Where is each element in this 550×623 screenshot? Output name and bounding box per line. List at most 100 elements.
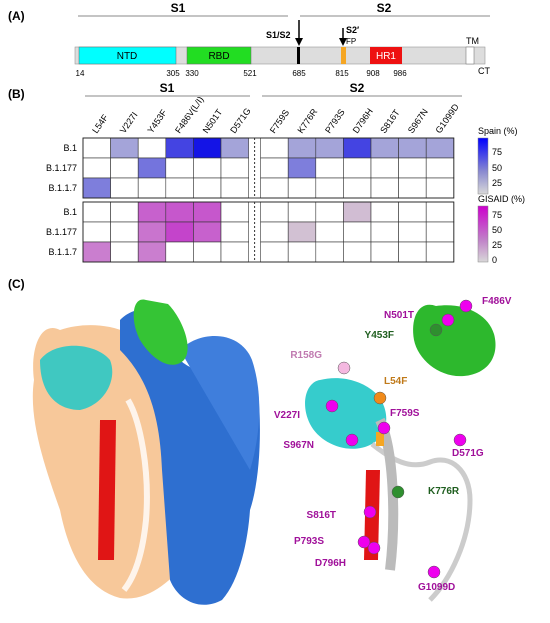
mutation-labels: L54F V227I Y453F F486V(L/I)N501T D571G F759S K…	[90, 95, 461, 136]
heatmap-cell	[220, 137, 249, 159]
heatmap-cell	[425, 177, 455, 199]
panel-a-s1-title: S1	[171, 1, 186, 15]
heatmap-cell	[110, 201, 139, 223]
heatmap-cell	[165, 241, 194, 263]
heatmap-cell	[220, 201, 249, 223]
heatmap-cell	[260, 137, 289, 159]
heatmap-cell	[425, 201, 455, 223]
heatmap-cell	[165, 137, 194, 159]
mutation-marker	[363, 505, 377, 519]
pos-14: 14	[76, 69, 85, 78]
heatmap-cell	[287, 137, 317, 159]
heatmap-cell	[287, 221, 317, 243]
row-label: B.1	[63, 143, 77, 153]
s1s2-label: S1/S2	[266, 30, 291, 40]
heatmap-cell	[82, 201, 111, 223]
heatmap-cell	[193, 177, 222, 199]
pos-815: 815	[335, 69, 349, 78]
heatmap-cell	[370, 201, 399, 223]
mutation-marker	[427, 565, 441, 579]
mutation-label: P793S	[323, 107, 347, 135]
ntd-ribbon-right	[305, 378, 387, 449]
mutation-callout: Y453F	[365, 330, 394, 341]
heatmap-cell	[193, 221, 222, 243]
mutation-callout: G1099D	[418, 582, 455, 593]
heatmap-cell	[315, 177, 344, 199]
core-ribbon-left	[121, 398, 150, 592]
heatmap-cell	[82, 137, 111, 159]
heatmap-cell	[315, 241, 344, 263]
heatmap-cell	[193, 201, 222, 223]
heatmap-cell	[343, 201, 372, 223]
heatmap-cell	[287, 177, 317, 199]
heatmap-cell	[165, 157, 194, 179]
mutation-callout: D796H	[315, 558, 346, 569]
mutation-callout: K776R	[428, 486, 460, 497]
row-labels: B.1 B.1.177 B.1.1.7 B.1 B.1.177 B.1.1.7	[46, 143, 77, 257]
mutation-label: V227I	[118, 110, 140, 135]
s1s2-arrowhead	[295, 38, 303, 46]
mutation-marker	[325, 399, 339, 413]
mutation-callout: S967N	[283, 440, 314, 451]
heatmap-cell	[137, 157, 167, 179]
rbd-ribbon-left	[133, 299, 188, 365]
ntd-domain	[78, 46, 177, 65]
gisaid-tick-75: 75	[492, 210, 502, 220]
spain-colorbar-title: Spain (%)	[478, 126, 518, 136]
heatmap-cell	[110, 137, 139, 159]
heatmap-cell	[165, 177, 194, 199]
pos-305: 305	[166, 69, 180, 78]
heatmap-cell	[165, 221, 194, 243]
heatmap-cell	[398, 177, 427, 199]
mutation-label: D571G	[228, 106, 253, 135]
pos-986: 986	[393, 69, 407, 78]
heatmap-cell	[370, 221, 399, 243]
s2prime-label: S2′	[346, 25, 359, 35]
heatmap-cell	[260, 177, 289, 199]
mutation-label: K776R	[295, 106, 319, 135]
heatmap-cell	[193, 241, 222, 263]
heatmap-cell	[220, 177, 249, 199]
row-label: B.1	[63, 207, 77, 217]
mutation-marker	[441, 313, 455, 327]
rbd-domain	[186, 46, 252, 65]
mutation-label: Y453F	[145, 107, 169, 135]
heatmap-cell	[82, 177, 111, 199]
heatmap-cell	[260, 157, 289, 179]
heatmap-cell	[343, 221, 372, 243]
panel-a-label: (A)	[8, 9, 25, 23]
fusion-peptide-domain	[341, 47, 346, 64]
heatmap-cell	[398, 157, 427, 179]
mutation-callout: S816T	[307, 510, 336, 521]
hr1-label: HR1	[376, 51, 396, 62]
mutation-marker	[429, 323, 443, 337]
heatmap-cell	[370, 241, 399, 263]
spain-tick-25: 25	[492, 178, 502, 188]
pos-908: 908	[366, 69, 380, 78]
heatmap-cell	[110, 221, 139, 243]
row-label: B.1.1.7	[48, 183, 77, 193]
mutation-marker	[337, 361, 351, 375]
hr1-helix-left	[98, 420, 116, 560]
mutation-label: G1099D	[433, 102, 461, 136]
mutation-callout: F759S	[390, 408, 420, 419]
pos-521: 521	[243, 69, 257, 78]
heatmap-cell	[110, 157, 139, 179]
heatmap-cell	[287, 201, 317, 223]
mutation-callout: N501T	[384, 310, 414, 321]
tm-domain	[465, 46, 475, 65]
mutation-label: N501T	[201, 107, 225, 135]
heatmap-cell	[137, 177, 167, 199]
gisaid-heatmap	[82, 201, 455, 263]
heatmap-cell	[137, 241, 167, 263]
mutation-callout: F486V	[482, 296, 512, 307]
heatmap-cell	[220, 221, 249, 243]
mutation-marker	[345, 433, 359, 447]
heatmap-cell	[110, 177, 139, 199]
mutation-marker	[453, 433, 467, 447]
heatmap-cell	[343, 177, 372, 199]
heatmap-cell	[260, 221, 289, 243]
heatmap-cell	[398, 201, 427, 223]
heatmap-cell	[398, 241, 427, 263]
